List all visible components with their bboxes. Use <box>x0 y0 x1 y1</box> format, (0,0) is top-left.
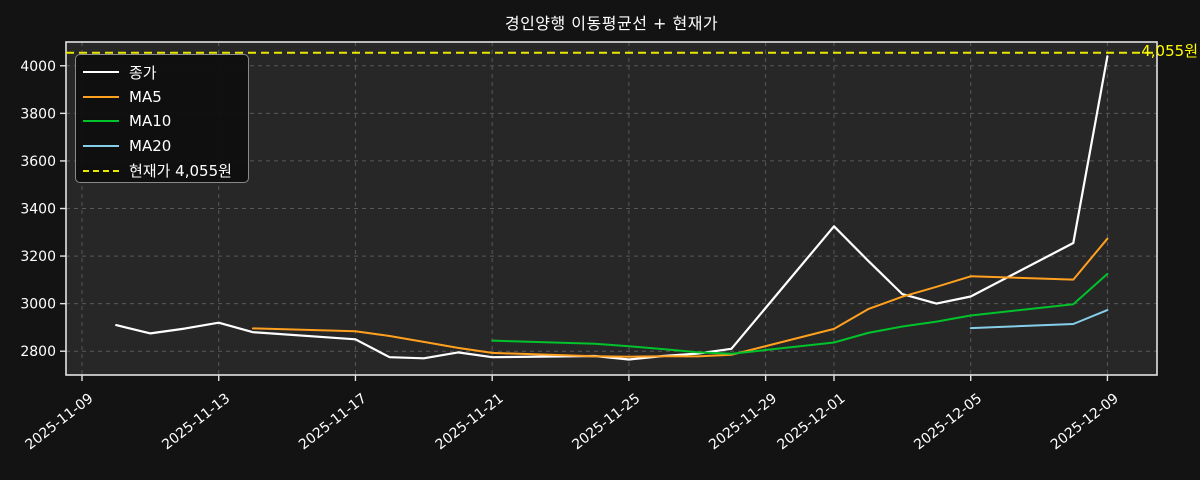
legend-item-ma10: MA10 <box>83 109 248 134</box>
legend-item-ma20: MA20 <box>83 134 248 159</box>
x-tick-label: 2025-11-13 <box>159 391 233 454</box>
x-tick-label: 2025-12-09 <box>1048 391 1122 454</box>
x-tick-label: 2025-11-09 <box>22 391 96 454</box>
legend-item-ma5: MA5 <box>83 85 248 110</box>
legend-label: MA10 <box>129 112 172 131</box>
ma20-line <box>969 309 1109 330</box>
current-price-line-swatch-icon <box>83 169 119 172</box>
legend-label: 종가 <box>129 63 157 82</box>
close-line <box>115 55 1109 361</box>
x-tick-label: 2025-11-29 <box>706 391 780 454</box>
legend-item-current-price: 현재가 4,055원 <box>83 158 248 183</box>
ma10-line <box>491 272 1109 355</box>
y-tick-label: 3200 <box>20 249 56 265</box>
y-tick-label: 2800 <box>20 344 56 360</box>
ma20-line-swatch-icon <box>83 145 119 148</box>
y-tick-label: 3400 <box>20 202 56 218</box>
x-tick-label: 2025-11-21 <box>433 391 507 454</box>
ma10-line-swatch-icon <box>83 120 119 123</box>
chart-title: 경인양행 이동평균선 + 현재가 <box>504 14 719 33</box>
legend-item-close: 종가 <box>83 60 248 85</box>
legend-label: 현재가 4,055원 <box>129 162 232 181</box>
ma5-line-swatch-icon <box>83 95 119 98</box>
x-tick-label: 2025-12-05 <box>911 391 985 454</box>
legend-label: MA20 <box>129 137 172 156</box>
x-tick-label: 2025-12-01 <box>774 391 848 454</box>
legend-label: MA5 <box>129 87 162 106</box>
x-tick-label: 2025-11-17 <box>296 391 370 454</box>
y-tick-label: 4000 <box>20 59 56 75</box>
x-tick-label: 2025-11-25 <box>569 391 643 454</box>
y-tick-label: 3800 <box>20 106 56 122</box>
y-tick-label: 3000 <box>20 297 56 313</box>
current-price-value-label: 4,055원 <box>1141 42 1198 60</box>
close-line-swatch-icon <box>83 71 119 74</box>
legend: 종가 MA5 MA10 MA20 현재가 4,055원 <box>75 54 249 183</box>
ma5-line <box>251 237 1109 358</box>
y-tick-label: 3600 <box>20 154 56 170</box>
